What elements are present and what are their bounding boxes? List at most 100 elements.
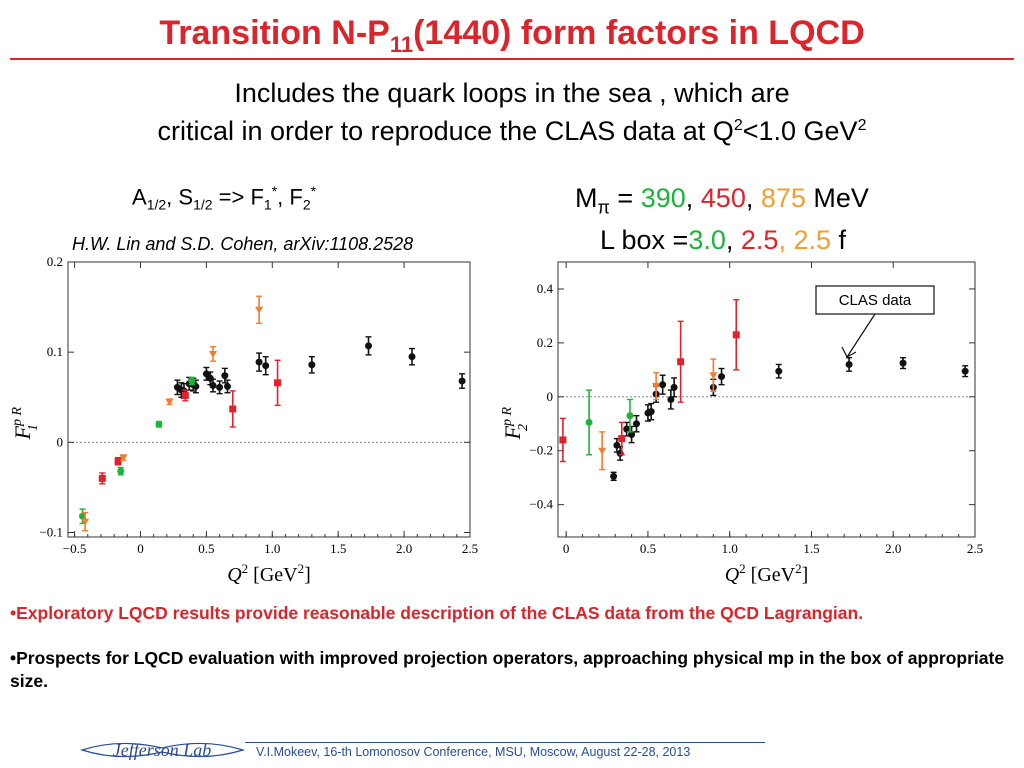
data-point: [223, 382, 231, 390]
subtitle-sup: 2: [733, 117, 743, 134]
data-point: [626, 412, 634, 420]
data-point: [155, 420, 163, 428]
data-point: [81, 518, 90, 526]
data-point: [667, 396, 675, 403]
mpi-sub: π: [597, 197, 610, 218]
mpi-unit: MeV: [805, 183, 869, 213]
y-axis-label: Fp R2: [500, 407, 531, 441]
amp-f2-sup: *: [310, 183, 317, 199]
slide-title: Transition N-P11(1440) form factors in L…: [0, 14, 1024, 58]
x-tick-label: 0.5: [640, 541, 656, 556]
x-tick-label: 0: [137, 541, 144, 556]
data-point: [845, 360, 853, 368]
data-point: [98, 474, 106, 482]
data-point: [613, 441, 621, 449]
lbox-value-2: 2.5: [740, 225, 779, 255]
lbox-prefix: L box =: [600, 225, 689, 255]
title-main: Transition N-P: [159, 14, 390, 52]
data-point: [598, 447, 607, 455]
data-point: [616, 449, 624, 457]
y-tick-label: 0.2: [537, 335, 553, 350]
data-point: [659, 381, 667, 389]
pion-mass-label: Mπ = 390, 450, 875 MeV: [575, 183, 869, 218]
lbox-sep: ,: [725, 225, 741, 255]
amp-f1-sub: 1: [263, 196, 272, 213]
data-point: [709, 372, 718, 380]
x-axis-label: Q2 [GeV2]: [227, 561, 311, 586]
data-point: [165, 398, 174, 406]
amp-s: , S: [166, 184, 194, 210]
footer-rule: [245, 742, 765, 743]
data-point: [216, 383, 224, 391]
x-tick-label: 1.0: [264, 541, 280, 556]
x-axis-label: Q2 [GeV2]: [725, 561, 809, 586]
data-point: [775, 367, 783, 375]
plot-frame: [557, 261, 976, 538]
x-tick-label: 2.5: [462, 541, 478, 556]
data-point: [208, 350, 217, 358]
data-point: [408, 353, 416, 361]
y-tick-label: 0: [57, 434, 64, 449]
x-tick-label: 2.0: [885, 541, 901, 556]
title-subscript: 11: [389, 31, 414, 57]
mpi-value-450: 450: [700, 183, 746, 213]
amplitudes-label: A1/2, S1/2 => F1*, F2*: [132, 183, 316, 213]
data-point: [628, 431, 636, 439]
y-tick-label: 0.2: [47, 254, 63, 269]
clas-callout-arrowhead: [841, 346, 857, 358]
subtitle-sup-2: 2: [857, 117, 867, 134]
citation: H.W. Lin and S.D. Cohen, arXiv:1108.2528: [72, 234, 414, 254]
data-point: [229, 405, 237, 413]
amp-f1: => F: [212, 184, 264, 210]
mpi-sep-2: ,: [745, 183, 761, 213]
data-point: [899, 359, 907, 367]
y-tick-label: 0.4: [537, 281, 554, 296]
subtitle-text: critical in order to reproduce the CLAS …: [157, 116, 734, 146]
clas-callout-text: CLAS data: [839, 292, 912, 309]
lbox-value-3: 2.5: [793, 225, 831, 255]
data-point: [647, 408, 655, 416]
footer-text: V.I.Mokeev, 16-th Lomonosov Conference, …: [256, 745, 691, 759]
mpi-value-875: 875: [760, 183, 806, 213]
data-point: [559, 436, 567, 444]
lbox-unit: f: [831, 225, 847, 255]
y-axis-label: Fp R1: [10, 407, 41, 441]
amp-f1-sup: *: [271, 183, 278, 199]
data-point: [585, 418, 593, 426]
amp-f2-sub: 2: [302, 196, 311, 213]
data-point: [206, 374, 214, 382]
data-point: [255, 306, 264, 314]
x-tick-label: 1.0: [722, 541, 738, 556]
y-tick-label: 0: [547, 389, 554, 404]
x-tick-label: 1.5: [330, 541, 346, 556]
plot-frame: [67, 261, 471, 538]
subtitle-line-2: critical in order to reproduce the CLAS …: [0, 116, 1024, 147]
clas-callout-box: [815, 285, 935, 315]
data-point: [618, 435, 626, 443]
data-point: [365, 342, 373, 350]
data-point: [262, 362, 270, 370]
amp-f2: , F: [277, 184, 303, 210]
subtitle-text-2: <1.0 GeV: [742, 116, 858, 146]
y-tick-label: −0.4: [529, 497, 553, 512]
y-tick-label: −0.2: [529, 443, 553, 458]
title-rest: (1440) form factors in LQCD: [413, 14, 865, 52]
y-tick-label: −0.1: [39, 524, 63, 539]
data-point: [670, 383, 678, 391]
y-tick-label: 0.1: [47, 344, 63, 359]
chart-f1: −0.5 0 0.5 1.0 1.5 2.0 2.5 −0.1 0 0.1 0.2 Q2 [GeV2]…: [10, 254, 478, 586]
x-tick-label: −0.5: [63, 541, 87, 556]
data-point: [632, 420, 640, 428]
data-point: [114, 457, 122, 465]
data-point: [78, 512, 86, 520]
data-point: [308, 361, 316, 369]
lbox-sep-2: ,: [778, 225, 794, 255]
data-point: [274, 379, 282, 387]
data-point: [652, 383, 661, 391]
jefferson-lab-logo: Jefferson Lab: [80, 740, 245, 760]
bullet-2: •Prospects for LQCD evaluation with impr…: [10, 648, 1005, 691]
clas-callout-arrow: [846, 313, 876, 358]
bullet-list: •Exploratory LQCD results provide reason…: [10, 602, 1014, 693]
data-point: [255, 358, 263, 366]
box-size-label: L box =3.0, 2.5, 2.5 f: [600, 225, 846, 256]
